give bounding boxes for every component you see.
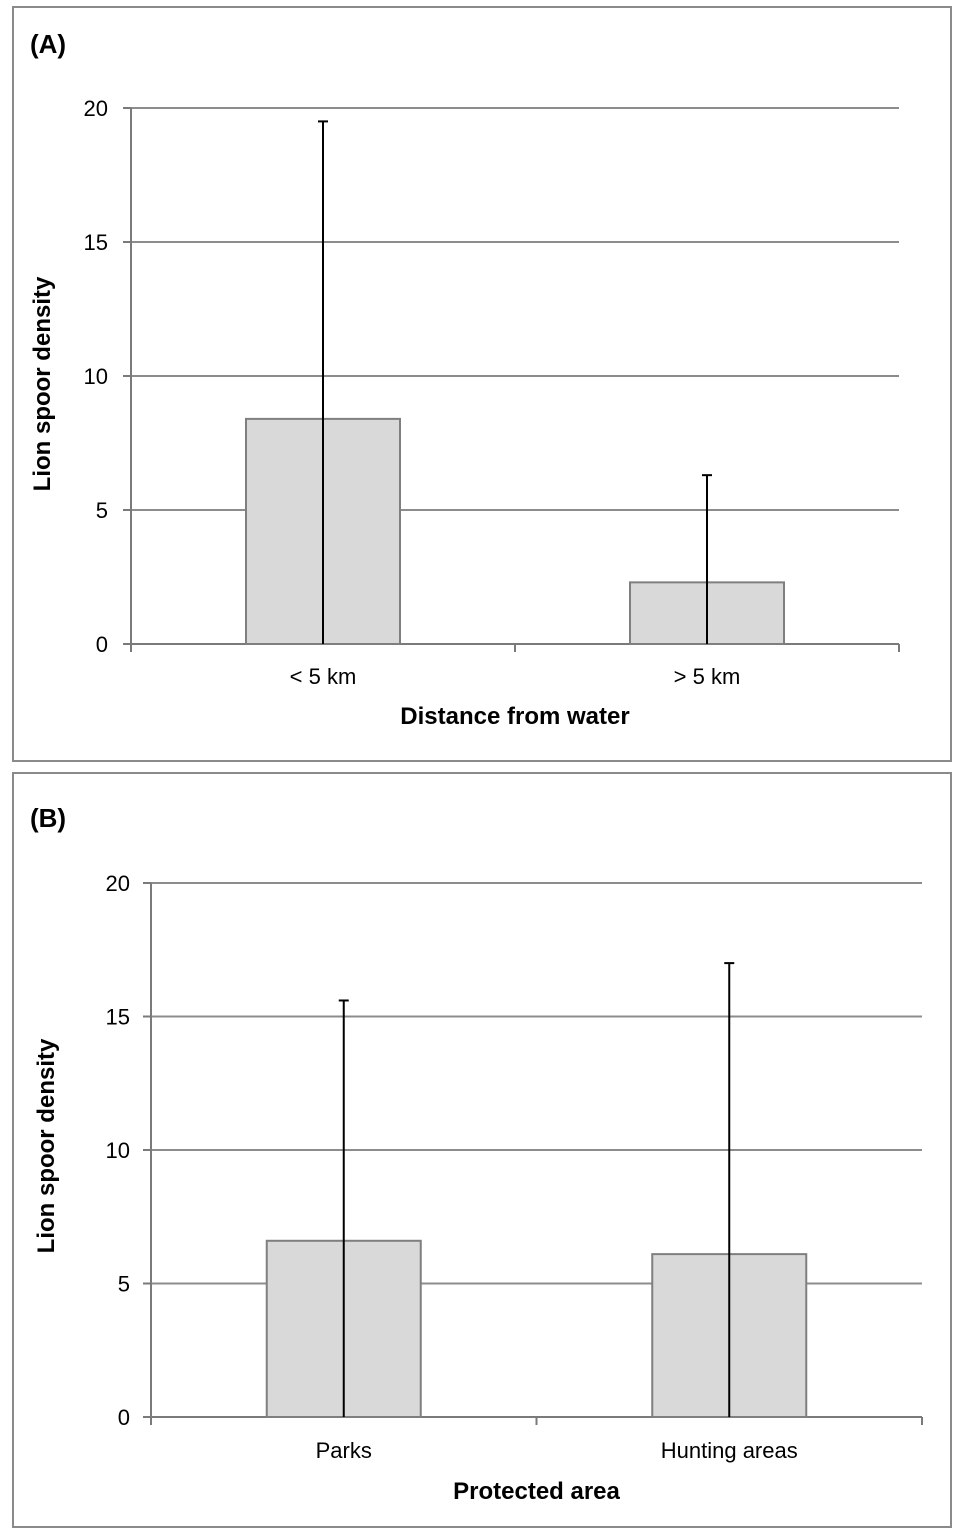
y-tick-label: 20	[84, 96, 108, 121]
x-category-label: > 5 km	[674, 664, 741, 689]
y-tick-label: 5	[96, 498, 108, 523]
x-axis-title: Distance from water	[400, 703, 629, 730]
y-tick-label: 20	[106, 871, 130, 896]
y-tick-label: 15	[84, 230, 108, 255]
y-tick-label: 10	[84, 364, 108, 389]
y-axis-title: Lion spoor density	[33, 1038, 60, 1253]
y-axis-title: Lion spoor density	[29, 276, 56, 491]
y-tick-label: 10	[106, 1138, 130, 1163]
panel-label: (A)	[30, 29, 66, 59]
x-category-label: < 5 km	[290, 664, 357, 689]
x-category-label: Parks	[316, 1438, 372, 1463]
chart-a-svg: (A) 0 5 10 15 20 < 5 km > 5 km Distance from wat…	[29, 29, 900, 730]
chart-panel-b: (B) 0 5 10 15 20 Parks Hunting areas Protected a…	[12, 772, 952, 1528]
y-tick-label: 0	[96, 632, 108, 657]
y-tick-label: 5	[118, 1272, 130, 1297]
x-category-label: Hunting areas	[661, 1438, 798, 1463]
chart-b-svg: (B) 0 5 10 15 20 Parks Hunting areas Protected a…	[30, 803, 923, 1505]
y-tick-label: 0	[118, 1405, 130, 1430]
y-tick-label: 15	[106, 1005, 130, 1030]
panel-label: (B)	[30, 803, 66, 833]
chart-panel-a: (A) 0 5 10 15 20 < 5 km > 5 km Distance from wat…	[12, 6, 952, 762]
x-axis-title: Protected area	[453, 1478, 620, 1505]
